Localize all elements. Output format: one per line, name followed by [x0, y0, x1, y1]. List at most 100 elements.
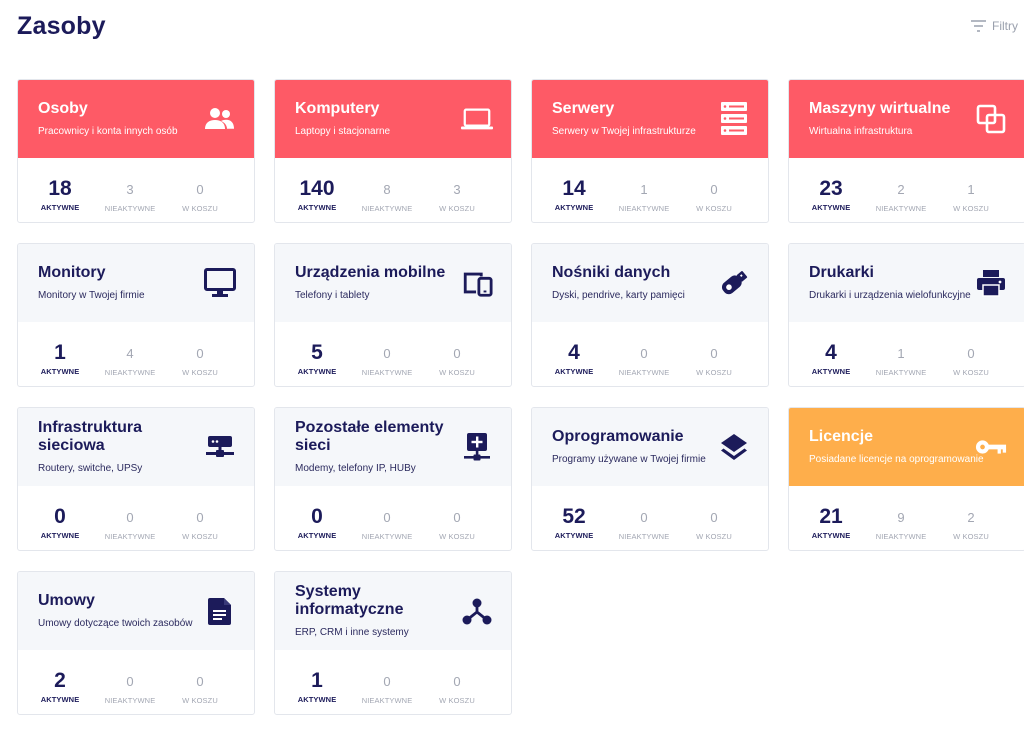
- card-stats: 4 AKTYWNE 0 NIEAKTYWNE 0 W KOSZU: [532, 322, 768, 386]
- inactive-stat[interactable]: 2 NIEAKTYWNE: [871, 158, 931, 213]
- trash-stat[interactable]: 0 W KOSZU: [687, 486, 741, 541]
- trash-stat[interactable]: 0 W KOSZU: [173, 322, 227, 377]
- virtual-machine-icon: [975, 103, 1007, 135]
- resource-card[interactable]: Serwery Serwery w Twojej infrastrukturze…: [531, 79, 769, 223]
- active-stat[interactable]: 21 AKTYWNE: [805, 486, 857, 540]
- trash-stat[interactable]: 0 W KOSZU: [173, 650, 227, 705]
- resource-card[interactable]: Systemy informatyczne ERP, CRM i inne sy…: [274, 571, 512, 715]
- card-header: Oprogramowanie Programy używane w Twojej…: [532, 408, 768, 486]
- card-header: Systemy informatyczne ERP, CRM i inne sy…: [275, 572, 511, 650]
- inactive-stat[interactable]: 3 NIEAKTYWNE: [100, 158, 160, 213]
- active-stat[interactable]: 4 AKTYWNE: [805, 322, 857, 376]
- resource-card[interactable]: Komputery Laptopy i stacjonarne 140 AKTY…: [274, 79, 512, 223]
- inactive-count: 0: [126, 510, 134, 525]
- trash-stat[interactable]: 3 W KOSZU: [430, 158, 484, 213]
- inactive-stat[interactable]: 0 NIEAKTYWNE: [357, 322, 417, 377]
- filter-label: Filtry: [992, 19, 1018, 33]
- resource-card[interactable]: Licencje Posiadane licencje na oprogramo…: [788, 407, 1024, 551]
- trash-stat[interactable]: 0 W KOSZU: [430, 322, 484, 377]
- active-label: AKTYWNE: [297, 367, 337, 376]
- inactive-stat[interactable]: 0 NIEAKTYWNE: [357, 486, 417, 541]
- trash-count: 1: [967, 182, 975, 197]
- active-stat[interactable]: 23 AKTYWNE: [805, 158, 857, 212]
- active-stat[interactable]: 2 AKTYWNE: [34, 650, 86, 704]
- active-stat[interactable]: 52 AKTYWNE: [548, 486, 600, 540]
- card-stats: 21 AKTYWNE 9 NIEAKTYWNE 2 W KOSZU: [789, 486, 1024, 550]
- active-count: 2: [54, 669, 66, 692]
- resource-card[interactable]: Urządzenia mobilne Telefony i tablety 5 …: [274, 243, 512, 387]
- document-icon: [204, 595, 236, 627]
- resource-card[interactable]: Pozostałe elementy sieci Modemy, telefon…: [274, 407, 512, 551]
- active-stat[interactable]: 18 AKTYWNE: [34, 158, 86, 212]
- filter-button[interactable]: Filtry: [971, 19, 1018, 33]
- resource-card[interactable]: Oprogramowanie Programy używane w Twojej…: [531, 407, 769, 551]
- resource-card[interactable]: Monitory Monitory w Twojej firmie 1 AKTY…: [17, 243, 255, 387]
- resource-card[interactable]: Nośniki danych Dyski, pendrive, karty pa…: [531, 243, 769, 387]
- resource-card[interactable]: Osoby Pracownicy i konta innych osób 18 …: [17, 79, 255, 223]
- inactive-stat[interactable]: 0 NIEAKTYWNE: [614, 322, 674, 377]
- trash-stat[interactable]: 0 W KOSZU: [430, 486, 484, 541]
- active-stat[interactable]: 14 AKTYWNE: [548, 158, 600, 212]
- trash-stat[interactable]: 0 W KOSZU: [687, 158, 741, 213]
- inactive-stat[interactable]: 1 NIEAKTYWNE: [614, 158, 674, 213]
- card-subtitle: Monitory w Twojej firmie: [38, 290, 145, 301]
- active-stat[interactable]: 140 AKTYWNE: [291, 158, 343, 212]
- card-stats: 0 AKTYWNE 0 NIEAKTYWNE 0 W KOSZU: [275, 486, 511, 550]
- resource-card[interactable]: Infrastruktura sieciowa Routery, switche…: [17, 407, 255, 551]
- active-stat[interactable]: 1 AKTYWNE: [291, 650, 343, 704]
- inactive-stat[interactable]: 0 NIEAKTYWNE: [100, 650, 160, 705]
- inactive-stat[interactable]: 9 NIEAKTYWNE: [871, 486, 931, 541]
- trash-stat[interactable]: 0 W KOSZU: [173, 486, 227, 541]
- inactive-stat[interactable]: 8 NIEAKTYWNE: [357, 158, 417, 213]
- trash-stat[interactable]: 0 W KOSZU: [687, 322, 741, 377]
- network-icon: [204, 431, 236, 463]
- card-subtitle: Dyski, pendrive, karty pamięci: [552, 290, 685, 301]
- active-stat[interactable]: 4 AKTYWNE: [548, 322, 600, 376]
- active-label: AKTYWNE: [297, 695, 337, 704]
- inactive-stat[interactable]: 0 NIEAKTYWNE: [357, 650, 417, 705]
- resource-card[interactable]: Drukarki Drukarki i urządzenia wielofunk…: [788, 243, 1024, 387]
- card-subtitle: ERP, CRM i inne systemy: [295, 627, 409, 638]
- resource-card[interactable]: Maszyny wirtualne Wirtualna infrastruktu…: [788, 79, 1024, 223]
- card-stats: 14 AKTYWNE 1 NIEAKTYWNE 0 W KOSZU: [532, 158, 768, 222]
- card-subtitle: Umowy dotyczące twoich zasobów: [38, 618, 193, 629]
- inactive-count: 0: [383, 510, 391, 525]
- printer-icon: [975, 267, 1007, 299]
- inactive-stat[interactable]: 0 NIEAKTYWNE: [100, 486, 160, 541]
- card-title: Monitory: [38, 264, 106, 281]
- trash-stat[interactable]: 1 W KOSZU: [944, 158, 998, 213]
- active-stat[interactable]: 0 AKTYWNE: [34, 486, 86, 540]
- resource-card[interactable]: Umowy Umowy dotyczące twoich zasobów 2 A…: [17, 571, 255, 715]
- active-stat[interactable]: 1 AKTYWNE: [34, 322, 86, 376]
- trash-label: W KOSZU: [953, 204, 989, 213]
- trash-stat[interactable]: 2 W KOSZU: [944, 486, 998, 541]
- inactive-stat[interactable]: 1 NIEAKTYWNE: [871, 322, 931, 377]
- inactive-label: NIEAKTYWNE: [618, 368, 670, 377]
- trash-label: W KOSZU: [182, 204, 218, 213]
- trash-label: W KOSZU: [182, 696, 218, 705]
- active-count: 5: [311, 341, 323, 364]
- trash-stat[interactable]: 0 W KOSZU: [173, 158, 227, 213]
- trash-count: 0: [196, 182, 204, 197]
- inactive-stat[interactable]: 4 NIEAKTYWNE: [100, 322, 160, 377]
- card-stats: 18 AKTYWNE 3 NIEAKTYWNE 0 W KOSZU: [18, 158, 254, 222]
- trash-label: W KOSZU: [439, 532, 475, 541]
- layers-icon: [718, 431, 750, 463]
- active-stat[interactable]: 5 AKTYWNE: [291, 322, 343, 376]
- inactive-stat[interactable]: 0 NIEAKTYWNE: [614, 486, 674, 541]
- usb-drive-icon: [718, 267, 750, 299]
- card-header: Umowy Umowy dotyczące twoich zasobów: [18, 572, 254, 650]
- active-stat[interactable]: 0 AKTYWNE: [291, 486, 343, 540]
- trash-stat[interactable]: 0 W KOSZU: [944, 322, 998, 377]
- card-subtitle: Drukarki i urządzenia wielofunkcyjne: [809, 290, 971, 301]
- trash-count: 0: [710, 182, 718, 197]
- card-header: Maszyny wirtualne Wirtualna infrastruktu…: [789, 80, 1024, 158]
- trash-stat[interactable]: 0 W KOSZU: [430, 650, 484, 705]
- trash-count: 0: [196, 510, 204, 525]
- card-header: Urządzenia mobilne Telefony i tablety: [275, 244, 511, 322]
- trash-label: W KOSZU: [953, 368, 989, 377]
- inactive-count: 1: [640, 182, 648, 197]
- active-label: AKTYWNE: [554, 531, 594, 540]
- trash-count: 0: [196, 674, 204, 689]
- active-label: AKTYWNE: [811, 367, 851, 376]
